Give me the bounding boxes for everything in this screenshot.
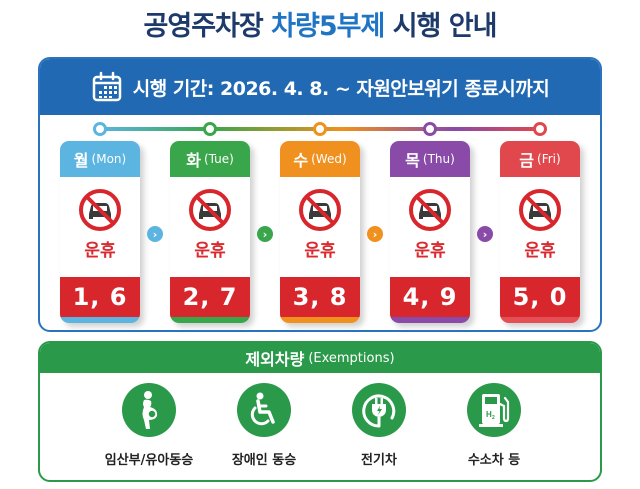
status-label: 운휴 [194,241,226,261]
no-car-icon [519,189,561,231]
timeline-node-thu [423,122,437,136]
no-car-icon [79,189,121,231]
day-ko: 화 [186,151,201,170]
day-header: 목 (Thu) [390,141,470,177]
chevron-right-icon: › [367,226,383,242]
plate-digits: 2, 7 [170,277,250,317]
exemption-label: 전기차 [361,453,397,468]
day-ko: 월 [73,151,89,170]
day-header: 금 (Fri) [500,141,580,177]
exemption-icon-circle: H 2 [467,383,521,437]
title-part2: 시행 안내 [384,11,498,42]
day-footer [280,317,360,323]
day-en: (Fri) [537,152,561,166]
day-en: (Tue) [203,152,234,166]
day-ko: 수 [293,151,309,170]
day-ko: 금 [519,151,535,170]
exemptions-title-en: (Exemptions) [308,350,395,366]
day-en: (Wed) [311,152,347,166]
day-header: 수 (Wed) [280,141,360,177]
chevron-right-icon: › [477,226,493,242]
plate-digits: 1, 6 [60,277,140,317]
timeline-node-fri [533,122,547,136]
exemption-icon-circle [237,383,291,437]
chevron-right-icon: › [257,226,273,242]
exemption-label: 수소차 등 [467,453,521,468]
day-card-thu: 목 (Thu) 운휴 4, 9 [390,141,470,323]
timeline-node-wed [313,122,327,136]
title-part1: 공영주차장 [143,11,272,42]
no-car-icon [189,189,231,231]
exemption-item: 전기차 [314,383,444,468]
day-footer [170,317,250,323]
no-car-icon [299,189,341,231]
day-card-tue: 화 (Tue) 운휴 2, 7 [170,141,250,323]
plate-digits: 3, 8 [280,277,360,317]
status-label: 운휴 [414,241,446,261]
status-label: 운휴 [304,241,336,261]
svg-text:2: 2 [492,415,495,421]
schedule-panel: 시행 기간: 2026. 4. 8. ~ 자원안보위기 종료시까지 월 (Mon)… [38,57,602,332]
no-car-icon [409,189,451,231]
day-ko: 목 [405,151,420,170]
period-text: 시행 기간: 2026. 4. 8. ~ 자원안보위기 종료시까지 [132,77,550,100]
exemption-label: 장애인 동승 [231,453,297,468]
exemption-item: 장애인 동승 [199,383,329,468]
chevron-right-icon: › [147,226,163,242]
wheelchair-icon [250,392,275,426]
day-en: (Mon) [91,152,127,166]
timeline-node-mon [93,122,107,136]
period-header: 시행 기간: 2026. 4. 8. ~ 자원안보위기 종료시까지 [40,59,600,115]
exemptions-panel: 제외차량 (Exemptions) 임산부/유아동승 장애인 동승 [38,341,602,482]
day-footer [60,317,140,323]
plate-digits: 5, 0 [500,277,580,317]
day-en: (Thu) [422,152,455,166]
exemption-item: 임산부/유아동승 [84,383,214,468]
calendar-icon [92,71,121,102]
exemption-icon-circle [122,383,176,437]
exemption-icon-circle [352,383,406,437]
day-header: 월 (Mon) [60,141,140,177]
day-card-mon: 월 (Mon) 운휴 1, 6 [60,141,140,323]
day-card-wed: 수 (Wed) 운휴 3, 8 [280,141,360,323]
exemption-label: 임산부/유아동승 [104,453,194,468]
title-accent: 차량5부제 [271,11,385,42]
pregnant-woman-icon [142,391,158,429]
day-footer [390,317,470,323]
exemptions-header: 제외차량 (Exemptions) [40,343,600,373]
hydrogen-pump-icon: H 2 [479,394,510,427]
plate-digits: 4, 9 [390,277,470,317]
timeline-node-tue [203,122,217,136]
status-label: 운휴 [524,241,556,261]
day-card-fri: 금 (Fri) 운휴 5, 0 [500,141,580,323]
ev-plug-icon [362,394,396,428]
exemption-item: H 2 수소차 등 [429,383,559,468]
page-title: 공영주차장 차량5부제 시행 안내 [0,4,640,43]
status-label: 운휴 [84,241,116,261]
day-header: 화 (Tue) [170,141,250,177]
exemptions-title-ko: 제외차량 [245,350,305,369]
day-footer [500,317,580,323]
svg-text:H: H [486,410,492,419]
